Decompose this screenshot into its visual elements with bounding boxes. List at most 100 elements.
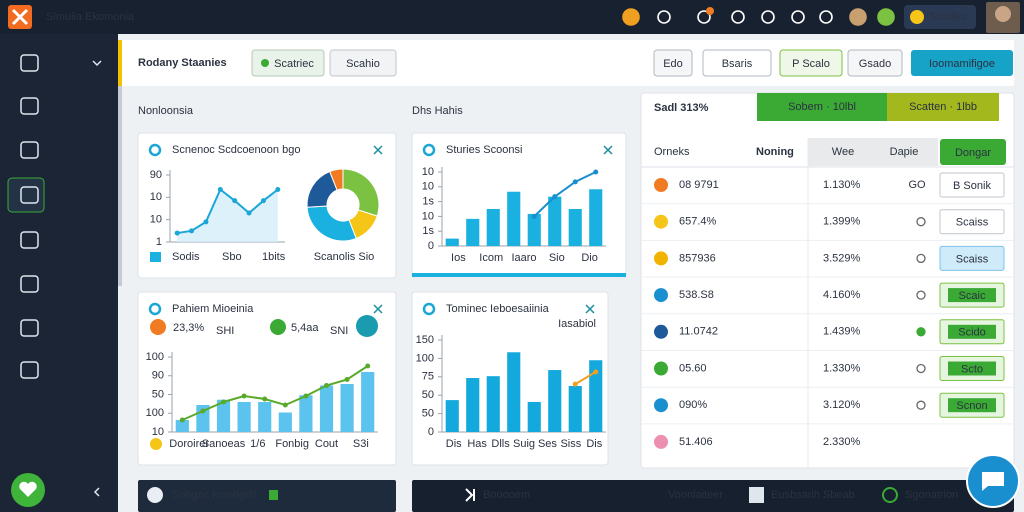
bar	[278, 412, 292, 432]
bar	[175, 420, 189, 432]
card-close[interactable]	[373, 145, 383, 155]
x-tick-label: Ios	[451, 252, 466, 264]
row-indicator[interactable]	[916, 217, 926, 227]
top-icon[interactable]	[849, 8, 867, 26]
x-tick-label: Ses	[538, 438, 557, 450]
toolbar-accent	[118, 40, 122, 86]
y-tick-label: 1s	[422, 225, 434, 237]
chat-icon	[982, 472, 1004, 491]
row-indicator[interactable]	[916, 327, 926, 337]
tab[interactable]	[887, 93, 999, 121]
footer-badge	[269, 490, 278, 500]
footer-avatar	[749, 487, 764, 503]
row-indicator[interactable]	[916, 400, 926, 410]
sidebar-icon[interactable]	[20, 97, 39, 115]
top-icon[interactable]	[731, 10, 745, 24]
card-icon	[422, 143, 436, 157]
sidebar-icon[interactable]	[20, 231, 39, 249]
section-title: Dhs Hahis	[412, 105, 463, 117]
y-tick-label: 10	[422, 181, 434, 193]
row-indicator[interactable]	[916, 290, 926, 300]
bar	[568, 386, 582, 432]
top-icon[interactable]	[657, 10, 671, 24]
row-button[interactable]	[939, 209, 1005, 235]
row-indicator[interactable]	[916, 363, 926, 374]
action-button-label: P Scalo	[792, 58, 830, 70]
row-button-label: B Sonik	[953, 180, 991, 192]
column-header: Noning	[756, 146, 794, 158]
tab[interactable]	[757, 93, 887, 121]
top-icon[interactable]	[791, 10, 805, 24]
top-icon[interactable]	[877, 8, 895, 26]
point	[552, 194, 558, 200]
footer-icon	[882, 487, 898, 503]
point	[203, 219, 209, 225]
footer-logo	[465, 488, 475, 502]
row-name: 08 9791	[679, 179, 719, 191]
section-title: Nonloonsia	[138, 105, 194, 117]
top-icon[interactable]	[697, 10, 711, 24]
column-header: Wee	[832, 146, 854, 158]
row-button[interactable]	[939, 245, 1005, 271]
tab-label: Sobem · 10lbl	[788, 101, 856, 113]
row-button[interactable]	[939, 172, 1005, 198]
y-tick-label: 0	[428, 426, 434, 438]
bar	[466, 378, 480, 432]
legend-label: Sodis	[172, 251, 200, 263]
bar	[216, 399, 231, 432]
row-value: 4.160%	[823, 289, 861, 301]
card-close[interactable]	[373, 304, 383, 314]
bar	[507, 191, 521, 246]
card-title: Pahiem Mioeinia	[172, 303, 254, 315]
row-value: 3.529%	[823, 252, 861, 264]
collapse[interactable]	[93, 487, 100, 497]
card-close[interactable]	[603, 145, 613, 155]
top-icon[interactable]	[761, 10, 775, 24]
row-button-fill	[948, 288, 996, 303]
bar	[568, 209, 582, 246]
point	[365, 363, 371, 369]
bar	[548, 370, 562, 432]
top-icon[interactable]	[819, 10, 833, 24]
top-icon[interactable]	[622, 8, 640, 26]
row-name: 11.0742	[679, 326, 718, 338]
filter-button[interactable]	[251, 49, 325, 77]
sidebar-icon[interactable]	[20, 54, 39, 72]
row-value: 1.130%	[823, 179, 861, 191]
row-name: 657.4%	[679, 216, 717, 228]
stat-badge[interactable]	[356, 315, 378, 337]
action-button[interactable]	[702, 49, 772, 77]
sidebar-icon[interactable]	[20, 141, 39, 159]
card-title: Sturies Scoonsi	[446, 144, 522, 156]
column-action[interactable]	[940, 139, 1006, 165]
row-value: 2.330%	[823, 436, 861, 448]
filter-button[interactable]	[329, 49, 397, 77]
action-button[interactable]	[653, 49, 693, 77]
action-button-label: Bsaris	[722, 58, 753, 70]
action-button[interactable]	[847, 49, 903, 77]
bar	[589, 189, 603, 246]
sidebar-chevron[interactable]	[92, 60, 102, 67]
card-strip	[412, 273, 626, 277]
card-close[interactable]	[585, 304, 595, 314]
x-tick-label: Dis	[446, 438, 462, 450]
card-icon	[148, 302, 162, 316]
action-button-label: Gsado	[859, 58, 891, 70]
row-button-fill	[948, 361, 996, 376]
sidebar-icon[interactable]	[20, 319, 39, 337]
primary-button[interactable]	[911, 50, 1013, 76]
point	[303, 393, 309, 399]
x-tick-label: Dis	[586, 438, 602, 450]
row-indicator[interactable]	[916, 253, 926, 264]
sidebar-icon[interactable]	[20, 361, 39, 379]
stat-value: 23,3%	[173, 322, 204, 334]
user-pill[interactable]	[904, 5, 976, 29]
sidebar-icon[interactable]	[20, 186, 39, 204]
filter-icon	[261, 59, 269, 67]
area	[177, 189, 278, 242]
point	[246, 210, 252, 216]
stat-icon	[270, 319, 286, 335]
action-button[interactable]	[779, 49, 843, 77]
sidebar-icon[interactable]	[20, 275, 39, 293]
row-button-label: Scnon	[956, 400, 987, 412]
